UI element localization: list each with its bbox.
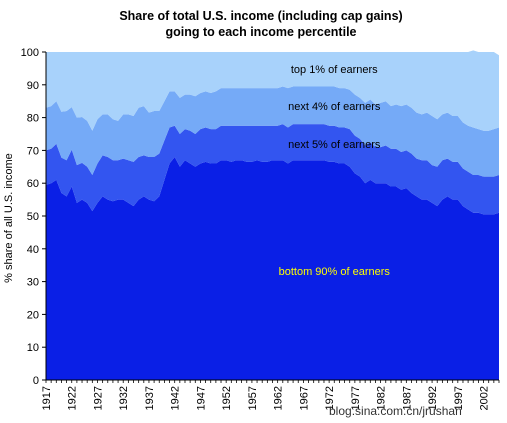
x-tick-label: 1982 <box>376 386 388 410</box>
x-tick-label: 1937 <box>144 386 156 410</box>
band-label: next 4% of earners <box>288 101 381 113</box>
y-tick-label: 100 <box>21 47 39 59</box>
x-tick-label: 1967 <box>298 386 310 410</box>
band-labels: top 1% of earners next 4% of earners next … <box>279 64 391 278</box>
y-tick-label: 70 <box>27 145 39 157</box>
area-top-1-of-earners <box>46 50 499 131</box>
x-tick-label: 1927 <box>93 386 105 410</box>
x-tick-label: 1972 <box>324 386 336 410</box>
x-tick-label: 1957 <box>247 386 259 410</box>
x-tick-label: 1962 <box>273 386 285 410</box>
y-tick-label: 10 <box>27 342 39 354</box>
x-tick-label: 2002 <box>479 386 491 410</box>
band-label: top 1% of earners <box>291 64 378 76</box>
y-tick-label: 60 <box>27 178 39 190</box>
x-tick-label: 1987 <box>401 386 413 410</box>
watermark-text: blog.sina.com.cn/jrushan <box>329 404 462 418</box>
x-tick-label: 1997 <box>453 386 465 410</box>
plot-areas <box>46 50 499 380</box>
x-tick-label: 1922 <box>67 386 79 410</box>
y-tick-label: 80 <box>27 113 39 125</box>
axes <box>42 51 500 383</box>
band-label: next 5% of earners <box>288 139 381 151</box>
x-tick-label: 1952 <box>221 386 233 410</box>
y-tick-label: 0 <box>33 375 39 387</box>
y-axis-label: % share of all U.S. income <box>3 153 15 283</box>
x-tick-label: 1977 <box>350 386 362 410</box>
y-tick-label: 50 <box>27 211 39 223</box>
x-tick-label: 1917 <box>41 386 53 410</box>
area-next-5-of-earners <box>46 124 499 215</box>
area-next-4-of-earners <box>46 86 499 177</box>
chart-title-group: Share of total U.S. income (including ca… <box>119 9 402 39</box>
x-tick-label: 1942 <box>170 386 182 410</box>
chart-title: Share of total U.S. income (including ca… <box>119 9 402 23</box>
y-tick-label: 30 <box>27 277 39 289</box>
x-tick-label: 1947 <box>195 386 207 410</box>
area-bottom-90-of-earners <box>46 156 499 380</box>
x-tick-label: 1932 <box>118 386 130 410</box>
band-label: bottom 90% of earners <box>279 266 391 278</box>
x-tick-label: 1992 <box>427 386 439 410</box>
y-tick-label: 40 <box>27 244 39 256</box>
x-tick-labels: 1917 1922 1927 1932 1937 1942 1947 1952 1957 1962… <box>41 386 491 410</box>
y-tick-labels: 0 10 20 30 40 50 60 70 80 90 100 <box>21 47 39 387</box>
chart-subtitle: going to each income percentile <box>165 25 356 39</box>
y-tick-label: 20 <box>27 309 39 321</box>
y-tick-label: 90 <box>27 80 39 92</box>
